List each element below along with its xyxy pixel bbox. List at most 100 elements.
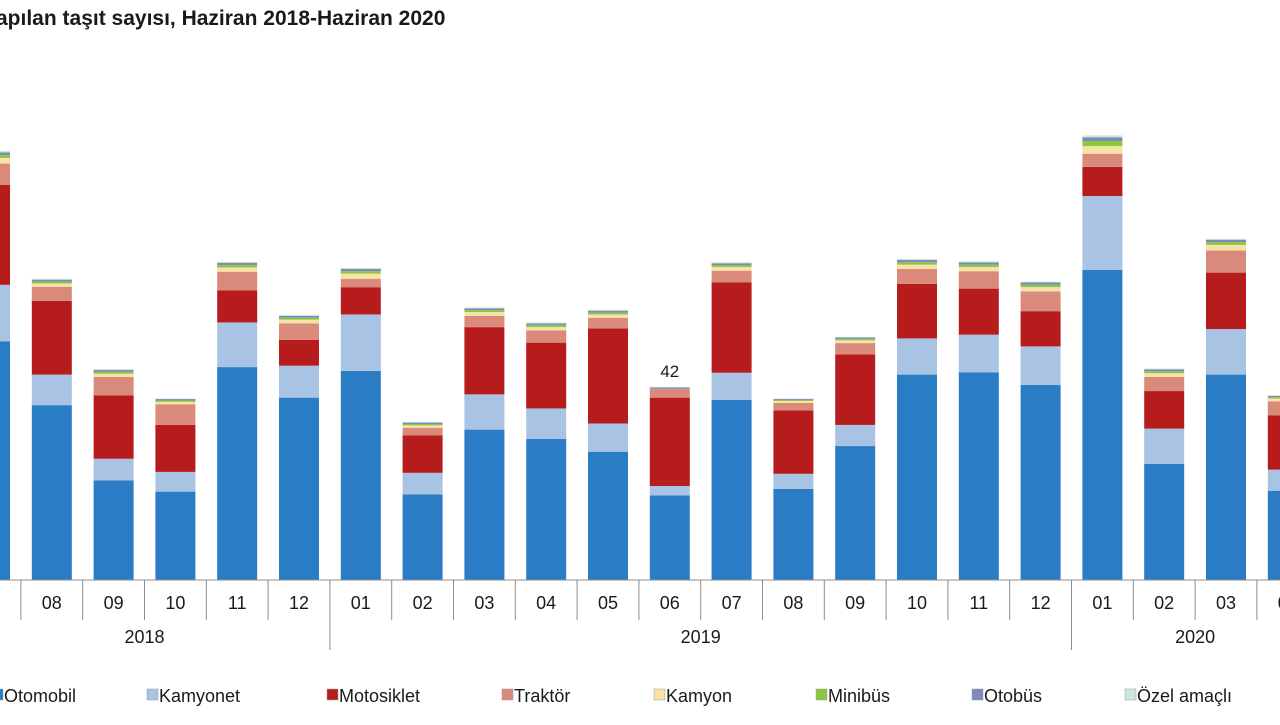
bar-segment-minib-s bbox=[1144, 371, 1184, 373]
bar-segment-motosiklet bbox=[217, 290, 257, 322]
bar-stack-6 bbox=[341, 268, 381, 580]
legend-item: Traktör bbox=[502, 686, 570, 706]
legend-label: Minibüs bbox=[828, 686, 890, 706]
bar-segment-otob-s bbox=[403, 423, 443, 424]
legend-item: Otomobil bbox=[0, 686, 76, 706]
bar-segment-otob-s bbox=[217, 263, 257, 265]
bar-segment-minib-s bbox=[279, 318, 319, 320]
bar-segment-trakt-r bbox=[588, 318, 628, 329]
legend-item: Minibüs bbox=[816, 686, 890, 706]
bar-segment-trakt-r bbox=[1144, 377, 1184, 391]
bar-segment-motosiklet bbox=[341, 287, 381, 314]
bar-segment-otomobil bbox=[526, 439, 566, 580]
legend-item: Özel amaçlı bbox=[1125, 686, 1232, 706]
bar-segment-kamyonet bbox=[650, 486, 690, 495]
x-tick-label: 01 bbox=[351, 593, 371, 613]
bar-segment--zel-ama-l- bbox=[897, 259, 937, 260]
bar-segment-otomobil bbox=[959, 372, 999, 580]
bar-segment-otomobil bbox=[897, 375, 937, 580]
x-axis: 0708091011120102030405060708091011120102… bbox=[0, 580, 1280, 650]
bar-stack-15 bbox=[897, 259, 937, 580]
bar-segment-minib-s bbox=[0, 155, 10, 158]
bar-segment-otob-s bbox=[279, 316, 319, 318]
bar-segment-kamyonet bbox=[155, 472, 195, 492]
bar-segment--zel-ama-l- bbox=[94, 369, 134, 370]
bar-segment-kamyonet bbox=[712, 373, 752, 400]
bar-segment-kamyon bbox=[1021, 287, 1061, 291]
bar-stack-3 bbox=[155, 399, 195, 580]
bar-segment-minib-s bbox=[712, 265, 752, 267]
bar-segment--zel-ama-l- bbox=[0, 151, 10, 152]
bar-segment-motosiklet bbox=[526, 343, 566, 409]
bar-segment-kamyonet bbox=[897, 338, 937, 374]
legend-label: Özel amaçlı bbox=[1137, 686, 1232, 706]
bar-segment-otomobil bbox=[155, 492, 195, 580]
legend-swatch bbox=[816, 689, 827, 700]
bar-segment-motosiklet bbox=[1021, 311, 1061, 346]
bar-segment-kamyon bbox=[155, 402, 195, 404]
legend-item: Kamyonet bbox=[147, 686, 240, 706]
bar-segment-motosiklet bbox=[773, 410, 813, 473]
bar-segment-minib-s bbox=[32, 282, 72, 284]
bar-segment-otob-s bbox=[1268, 396, 1280, 397]
bar-segment-trakt-r bbox=[773, 403, 813, 411]
bar-segment-kamyon bbox=[897, 265, 937, 269]
bar-segment-kamyon bbox=[835, 340, 875, 343]
bar-segment-motosiklet bbox=[650, 398, 690, 486]
bar-segment-kamyon bbox=[341, 274, 381, 279]
x-tick-label: 06 bbox=[660, 593, 680, 613]
bar-segment--zel-ama-l- bbox=[1082, 135, 1122, 137]
bar-segment-minib-s bbox=[464, 310, 504, 312]
bar-segment-otob-s bbox=[464, 308, 504, 310]
bar-segment-otomobil bbox=[217, 367, 257, 580]
bar-segment-otomobil bbox=[1021, 385, 1061, 580]
bar-segment-trakt-r bbox=[1206, 251, 1246, 273]
bar-segment-motosiklet bbox=[464, 327, 504, 394]
bar-segment--zel-ama-l- bbox=[1206, 239, 1246, 240]
bar-segment-otob-s bbox=[835, 337, 875, 338]
bar-segment-trakt-r bbox=[835, 343, 875, 354]
bar-segment--zel-ama-l- bbox=[32, 279, 72, 280]
bar-segment-trakt-r bbox=[341, 279, 381, 287]
x-tick-label: 12 bbox=[289, 593, 309, 613]
x-tick-label: 03 bbox=[474, 593, 494, 613]
bar-segment-motosiklet bbox=[279, 340, 319, 366]
bar-segment-motosiklet bbox=[959, 289, 999, 335]
bar-segment-otomobil bbox=[1268, 491, 1280, 580]
bar-stack-0 bbox=[0, 151, 10, 580]
bar-segment-kamyonet bbox=[279, 366, 319, 398]
x-tick-label: 10 bbox=[165, 593, 185, 613]
bar-segment-kamyon bbox=[1206, 245, 1246, 251]
bar-segment-kamyonet bbox=[588, 423, 628, 451]
bar-segment-kamyon bbox=[403, 425, 443, 427]
bar-segment-kamyon bbox=[1144, 373, 1184, 377]
bar-segment-otomobil bbox=[650, 495, 690, 580]
bar-segment-trakt-r bbox=[217, 272, 257, 291]
x-tick-label: 09 bbox=[845, 593, 865, 613]
bar-segment-otomobil bbox=[1144, 464, 1184, 580]
bar-segment-motosiklet bbox=[588, 329, 628, 424]
legend-label: Kamyonet bbox=[159, 686, 240, 706]
x-group-label: 2020 bbox=[1175, 627, 1215, 647]
bar-segment-otomobil bbox=[464, 430, 504, 580]
bar-stack-9 bbox=[526, 322, 566, 580]
bar-segment-otomobil bbox=[1206, 375, 1246, 580]
bar-segment-kamyon bbox=[279, 320, 319, 324]
bar-segment-minib-s bbox=[1021, 285, 1061, 287]
bar-segment-kamyon bbox=[712, 267, 752, 271]
bar-segment-minib-s bbox=[155, 400, 195, 401]
bar-segment-otob-s bbox=[32, 280, 72, 282]
bar-segment-otob-s bbox=[1144, 369, 1184, 371]
bar-segment-kamyonet bbox=[959, 335, 999, 373]
bar-stack-13 bbox=[773, 399, 813, 580]
x-tick-label: 08 bbox=[42, 593, 62, 613]
bar-stack-19 bbox=[1144, 369, 1184, 581]
bar-segment-kamyonet bbox=[1082, 196, 1122, 270]
bar-segment--zel-ama-l- bbox=[588, 310, 628, 311]
x-tick-label: 03 bbox=[1216, 593, 1236, 613]
bar-segment-otob-s bbox=[1021, 282, 1061, 284]
bar-segment-minib-s bbox=[94, 372, 134, 374]
legend-swatch bbox=[0, 689, 3, 700]
x-tick-label: 07 bbox=[722, 593, 742, 613]
bar-segment-motosiklet bbox=[32, 301, 72, 375]
